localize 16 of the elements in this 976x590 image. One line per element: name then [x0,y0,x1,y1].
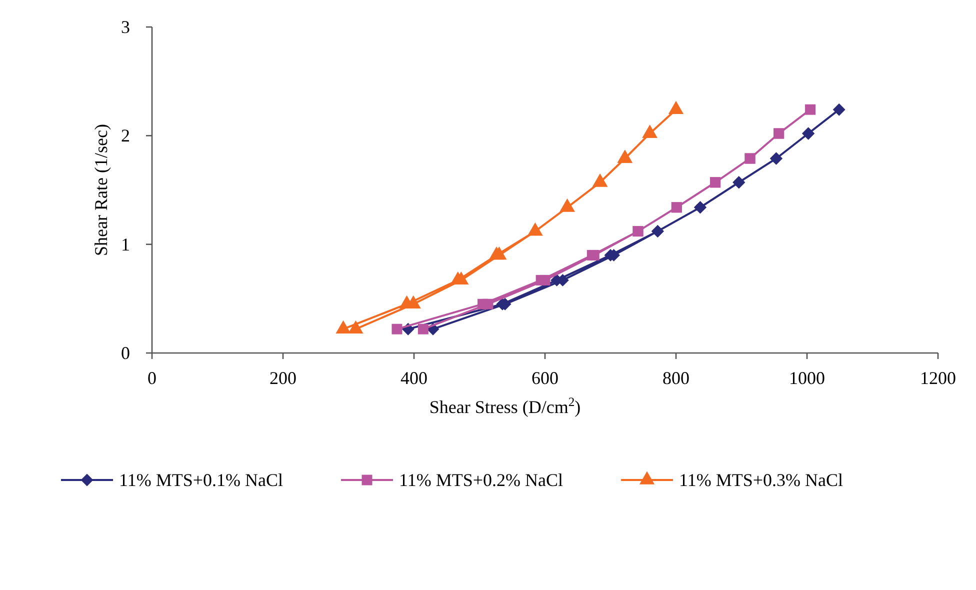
legend-label: 11% MTS+0.2% NaCl [399,470,563,490]
legend-label: 11% MTS+0.3% NaCl [679,470,843,490]
x-tick-label: 800 [662,368,690,388]
x-axis-title: Shear Stress (D/cm$^{2}$) [429,395,581,417]
y-tick-label: 0 [121,343,130,363]
y-tick-label: 2 [121,126,130,146]
y-axis-title: Shear Rate (1/sec) [91,124,111,256]
x-tick-label: 400 [400,368,428,388]
x-tick-label: 200 [270,368,296,388]
x-tick-label: 1000 [789,368,825,388]
y-tick-label: 1 [121,234,130,254]
x-tick-label: 1200 [920,368,956,388]
y-tick-label: 3 [121,17,130,37]
x-tick-label: 0 [148,368,156,388]
legend-label: 11% MTS+0.1% NaCl [119,470,283,490]
x-tick-label: 600 [532,368,558,388]
